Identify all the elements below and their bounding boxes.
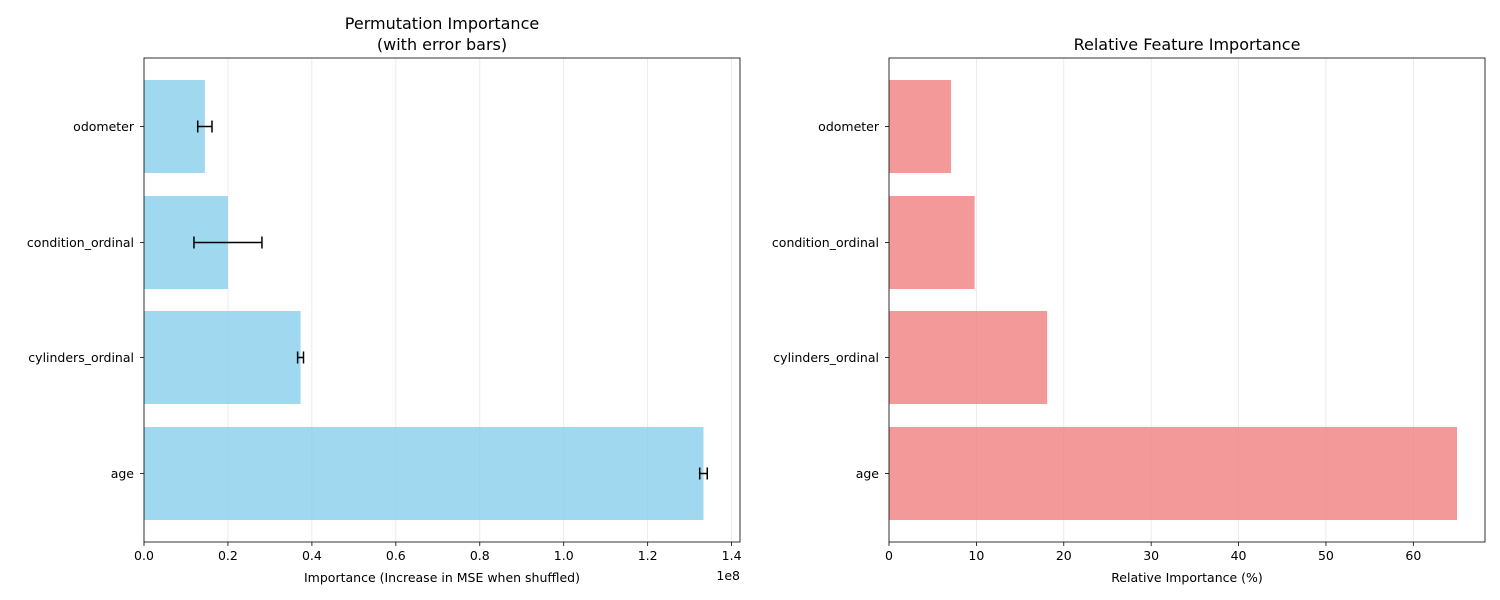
x-tick-label: 10 [968, 548, 984, 563]
bar-cylinders-ordinal [144, 311, 301, 404]
x-tick-label: 0.0 [134, 548, 154, 563]
axes-frame [888, 57, 1486, 543]
y-tick-label: cylinders_ordinal [28, 350, 134, 365]
relative-importance-chart: 0 10 20 30 40 50 60 odometer condition_ordinalcy… [772, 35, 1486, 585]
x-tick-label: 40 [1231, 548, 1247, 563]
x-tick-label: 0.2 [218, 548, 238, 563]
x-axis-label: Importance (Increase in MSE when shuffle… [304, 570, 580, 585]
x-tick-label: 60 [1405, 548, 1421, 563]
permutation-importance-chart: 0.0 0.2 0.4 0.6 0.8 1.0 1.2 1.4 odometer conditio… [27, 14, 742, 585]
bar-odometer [144, 80, 205, 173]
y-tick-label: odometer [73, 119, 135, 134]
x-tick-label: 0.6 [386, 548, 406, 563]
bar-odometer [889, 80, 952, 173]
y-tick-label: age [111, 466, 135, 481]
x-tick-label: 1.0 [554, 548, 574, 563]
y-tick-label: cylinders_ordinal [773, 350, 879, 365]
x-tick-label: 1.2 [638, 548, 658, 563]
x-tick-label: 1.4 [722, 548, 742, 563]
x-axis-label: Relative Importance (%) [1111, 570, 1263, 585]
bar-cylinders-ordinal [889, 311, 1048, 404]
chart-title-line: Relative Feature Importance [1074, 35, 1301, 54]
bar-condition-ordinal [889, 196, 975, 289]
x-tick-label: 50 [1318, 548, 1334, 563]
x-tick-label: 30 [1143, 548, 1159, 563]
axes-frame [143, 57, 741, 543]
axis-offset-label: 1e8 [716, 568, 740, 583]
y-tick-label: condition_ordinal [27, 235, 134, 250]
y-tick-label: age [856, 466, 880, 481]
chart-title-line: (with error bars) [377, 35, 507, 54]
x-tick-label: 0.4 [302, 548, 322, 563]
y-tick-label: odometer [818, 119, 880, 134]
x-tick-label: 20 [1056, 548, 1072, 563]
x-tick-label: 0 [885, 548, 893, 563]
bar-age [144, 427, 704, 520]
x-tick-label: 0.8 [470, 548, 490, 563]
bar-age [889, 427, 1458, 520]
chart-title-line: Permutation Importance [345, 14, 539, 33]
y-tick-label: condition_ordinal [772, 235, 879, 250]
